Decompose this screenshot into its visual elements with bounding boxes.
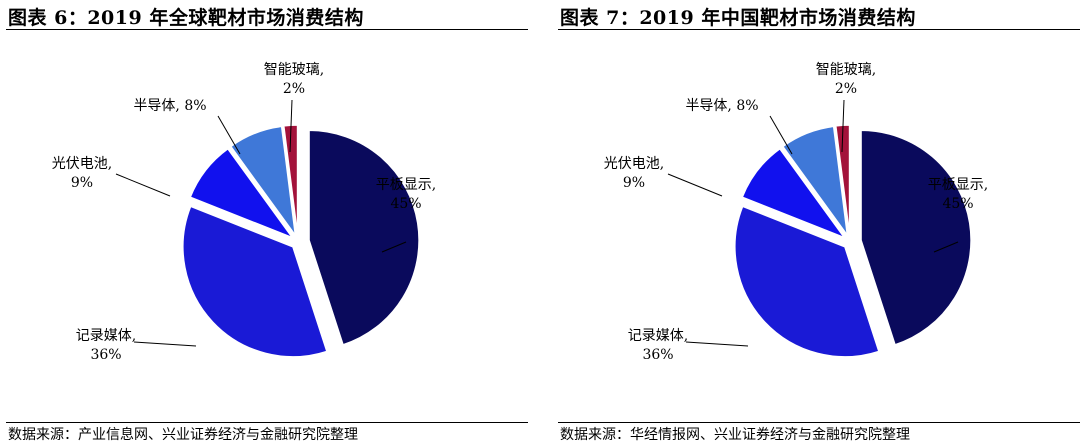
slice-value-label: 9% xyxy=(623,175,645,191)
slice-label-text: 半导体, 8% xyxy=(133,98,206,114)
slice-value-label: 36% xyxy=(642,347,673,363)
slice-value-label: 2% xyxy=(835,81,857,97)
slice-value-label: 45% xyxy=(390,196,421,212)
pie-slice-photovoltaic xyxy=(741,147,847,240)
slice-label-flat-panel: 平板显示, 45% xyxy=(376,177,436,253)
pie-slice-photovoltaic xyxy=(189,147,295,240)
leader-line xyxy=(667,173,723,197)
slice-category-label: 记录媒体, xyxy=(628,328,688,344)
leader-line xyxy=(381,241,407,253)
source-rule xyxy=(558,422,1080,423)
slice-label-smart-glass: 智能玻璃, 2% xyxy=(816,61,876,153)
slice-label-text: 半导体, 8% xyxy=(685,98,758,114)
pie-slice-flat-panel xyxy=(860,129,972,346)
chart-panel-china: 图表 7：2019 年中国靶材市场消费结构 平板显示, 45% 记录媒体, 36% 光伏… xyxy=(552,0,1080,446)
slice-label-recording-media: 记录媒体, 36% xyxy=(76,328,197,363)
pie-slice-semiconductor xyxy=(781,125,849,236)
pie-slice-semiconductor xyxy=(229,125,297,236)
leader-line xyxy=(133,341,197,347)
slice-category-label: 记录媒体, xyxy=(76,328,136,344)
slice-category-label: 智能玻璃, xyxy=(264,61,324,78)
pie-slice-recording-media xyxy=(182,205,328,358)
title-rule xyxy=(558,29,1080,30)
slice-value-label: 36% xyxy=(90,347,121,363)
slice-label-recording-media: 记录媒体, 36% xyxy=(628,328,749,363)
leader-line xyxy=(841,99,845,153)
pie-chart-global: 平板显示, 45% 记录媒体, 36% 光伏电池, 9% 半导体, 8% 智能玻璃, 2% xyxy=(52,61,436,363)
slice-value-label: 9% xyxy=(71,175,93,191)
slice-category-label: 智能玻璃, xyxy=(816,61,876,78)
slice-label-semiconductor: 半导体, 8% xyxy=(685,98,793,155)
source-note: 数据来源：华经情报网、兴业证券经济与金融研究院整理 xyxy=(560,427,910,443)
source-rule xyxy=(6,422,528,423)
chart-title: 图表 7：2019 年中国靶材市场消费结构 xyxy=(560,7,916,29)
source-note: 数据来源：产业信息网、兴业证券经济与金融研究院整理 xyxy=(8,427,358,443)
slice-label-photovoltaic: 光伏电池, 9% xyxy=(52,156,171,197)
title-rule xyxy=(6,29,528,30)
slice-category-label: 光伏电池, xyxy=(604,156,664,172)
leader-line xyxy=(685,341,749,347)
slice-label-smart-glass: 智能玻璃, 2% xyxy=(264,61,324,153)
leader-line xyxy=(289,99,293,153)
slice-label-photovoltaic: 光伏电池, 9% xyxy=(604,156,723,197)
slice-value-label: 45% xyxy=(942,196,973,212)
pie-slice-recording-media xyxy=(734,205,880,358)
leader-line xyxy=(115,173,171,197)
leader-line xyxy=(217,115,241,155)
pie-chart-china: 平板显示, 45% 记录媒体, 36% 光伏电池, 9% 半导体, 8% 智能玻璃, 2% xyxy=(604,61,988,363)
chart-panel-global: 图表 6：2019 年全球靶材市场消费结构 平板显示, 45% 记录媒体, 36% 光伏… xyxy=(0,0,528,446)
slice-label-semiconductor: 半导体, 8% xyxy=(133,98,241,155)
slice-label-flat-panel: 平板显示, 45% xyxy=(928,177,988,253)
chart-title: 图表 6：2019 年全球靶材市场消费结构 xyxy=(8,7,364,29)
pie-slice-flat-panel xyxy=(308,129,420,346)
slice-category-label: 平板显示, xyxy=(376,177,436,193)
slice-value-label: 2% xyxy=(283,81,305,97)
slice-category-label: 平板显示, xyxy=(928,177,988,193)
leader-line xyxy=(769,115,793,155)
slice-category-label: 光伏电池, xyxy=(52,156,112,172)
leader-line xyxy=(933,241,959,253)
